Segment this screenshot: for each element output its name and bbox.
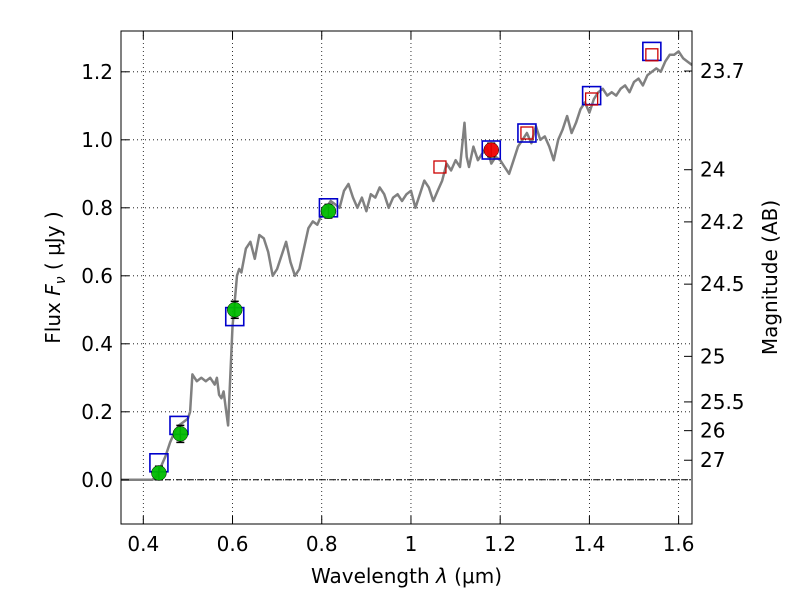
upper-limit-marker: [433, 160, 447, 174]
y-tick-label: 1.0: [81, 128, 113, 152]
upper-limit-marker: [520, 126, 534, 140]
y2-tick-label: 25.5: [700, 390, 745, 414]
model-photometry-marker: [481, 140, 502, 160]
x-tick-label: 0.6: [217, 532, 249, 556]
y2-tick-label: 24.2: [700, 210, 745, 234]
grid: [121, 31, 692, 524]
observed-flux-marker: [151, 465, 167, 481]
y-axis-label: Flux Fν ( μJy ): [41, 211, 69, 343]
observed-flux-marker: [172, 426, 189, 442]
y-tick-label: 0.8: [81, 196, 113, 220]
y2-axis-label: Magnitude (AB): [758, 200, 782, 355]
upper-limit-marker: [584, 92, 599, 106]
y-tick-label: 0.4: [81, 332, 113, 356]
y2-tick-label: 25: [700, 344, 725, 368]
y-tick-label: 1.2: [81, 60, 113, 84]
sed-curve-line: [121, 50, 692, 482]
y-tick-label: 0.0: [81, 468, 113, 492]
markers-group: [149, 41, 662, 481]
observed-flux-marker: [227, 302, 243, 318]
x-axis-label: Wavelength λ (μm): [311, 564, 502, 588]
x-tick-label: 1.6: [663, 532, 695, 556]
upper-limit-marker: [645, 48, 659, 62]
observed-flux-marker: [320, 203, 337, 219]
x-tick-label: 0.8: [306, 532, 338, 556]
x-tick-label: 0.4: [127, 532, 159, 556]
y2-tick-label: 23.7: [700, 59, 745, 83]
sed-curve-group: [121, 50, 692, 482]
x-tick-label: 1.2: [484, 532, 516, 556]
y-tick-label: 0.2: [81, 400, 113, 424]
x-tick-label: 1.4: [573, 532, 605, 556]
y2-tick-label: 26: [700, 419, 725, 443]
y-tick-label: 0.6: [81, 264, 113, 288]
plot-frame: [120, 30, 693, 525]
ticks-group: 0.4 0.6 0.8 1 1.2 1.4 1.6 0.0 0.2 0.4 0.6 0.8 1.0 1.2…: [81, 31, 745, 556]
y2-tick-label: 24: [700, 158, 725, 182]
y2-tick-label: 24.5: [700, 272, 745, 296]
model-photometry-marker: [517, 123, 537, 143]
x-tick-label: 1: [405, 532, 418, 556]
y2-tick-label: 27: [700, 448, 725, 472]
observed-flux-marker: [483, 142, 500, 158]
